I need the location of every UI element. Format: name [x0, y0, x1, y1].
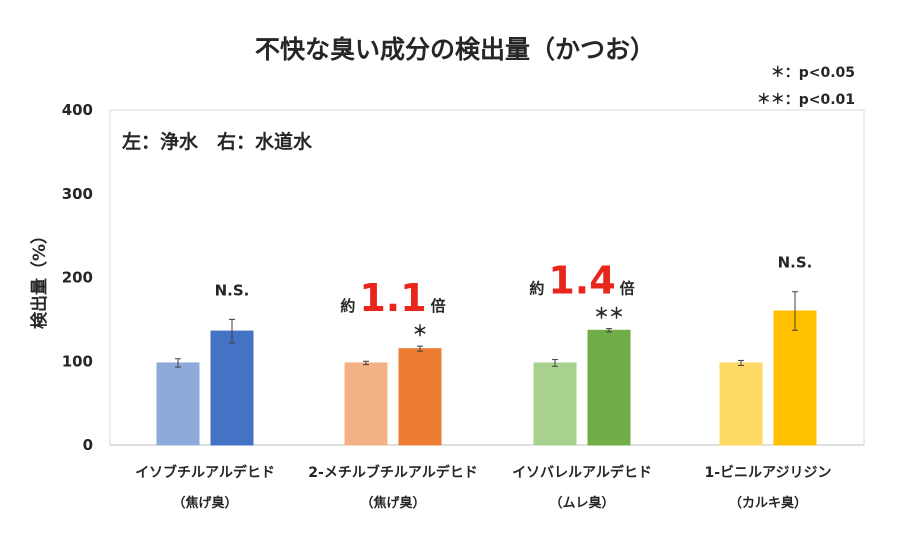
significance-label: N.S.	[778, 254, 813, 272]
significance-label: N.S.	[215, 281, 250, 299]
y-tick-label: 0	[83, 436, 93, 454]
significance-asterisk: ＊	[412, 322, 427, 340]
category-label: イソブチルアルデヒド	[135, 464, 275, 481]
ratio-prefix: 約	[529, 280, 544, 298]
significance-asterisk: ＊＊	[594, 305, 624, 323]
y-tick-label: 100	[62, 352, 93, 370]
chart-title: 不快な臭い成分の検出量（かつお）	[255, 35, 655, 64]
category-sublabel: （カルキ臭）	[729, 495, 807, 511]
bar	[156, 362, 200, 446]
ratio-value: 1.4	[548, 259, 615, 303]
bar	[344, 362, 388, 446]
ratio-prefix: 約	[340, 297, 355, 315]
bar	[533, 362, 577, 446]
y-axis-label: 検出量（%）	[29, 227, 50, 329]
y-tick-label: 300	[62, 185, 93, 203]
ratio-label: 約 1.4 倍	[529, 259, 634, 303]
category-label: イソバレルアルデヒド	[512, 464, 652, 481]
bar	[773, 310, 817, 446]
sig-legend-p01: ＊＊：p<0.01	[757, 92, 855, 108]
category-labels: イソブチルアルデヒド （焦げ臭） 2-メチルブチルアルデヒド （焦げ臭） イソバレルアル…	[135, 464, 831, 511]
y-ticks: 0 100 200 300 400	[62, 101, 93, 454]
y-tick-label: 200	[62, 269, 93, 287]
sig-legend-p05: ＊：p<0.05	[771, 65, 855, 81]
series-note: 左：浄水 右：水道水	[122, 130, 313, 153]
category-label: 1-ビニルアジリジン	[705, 465, 832, 481]
y-tick-label: 400	[62, 101, 93, 119]
category-sublabel: （ムレ臭）	[549, 495, 614, 511]
ratio-suffix: 倍	[620, 280, 635, 298]
annotations: N.S.＊約 1.1 倍＊＊約 1.4 倍N.S.	[215, 254, 813, 340]
category-label: 2-メチルブチルアルデヒド	[308, 464, 477, 481]
ratio-suffix: 倍	[431, 297, 446, 315]
bars	[156, 291, 817, 446]
category-sublabel: （焦げ臭）	[360, 495, 425, 511]
ratio-value: 1.1	[359, 276, 426, 320]
ratio-label: 約 1.1 倍	[340, 276, 445, 320]
bar	[719, 362, 763, 446]
bar	[587, 329, 631, 446]
bar	[210, 330, 254, 446]
bar	[398, 348, 442, 446]
category-sublabel: （焦げ臭）	[172, 495, 237, 511]
